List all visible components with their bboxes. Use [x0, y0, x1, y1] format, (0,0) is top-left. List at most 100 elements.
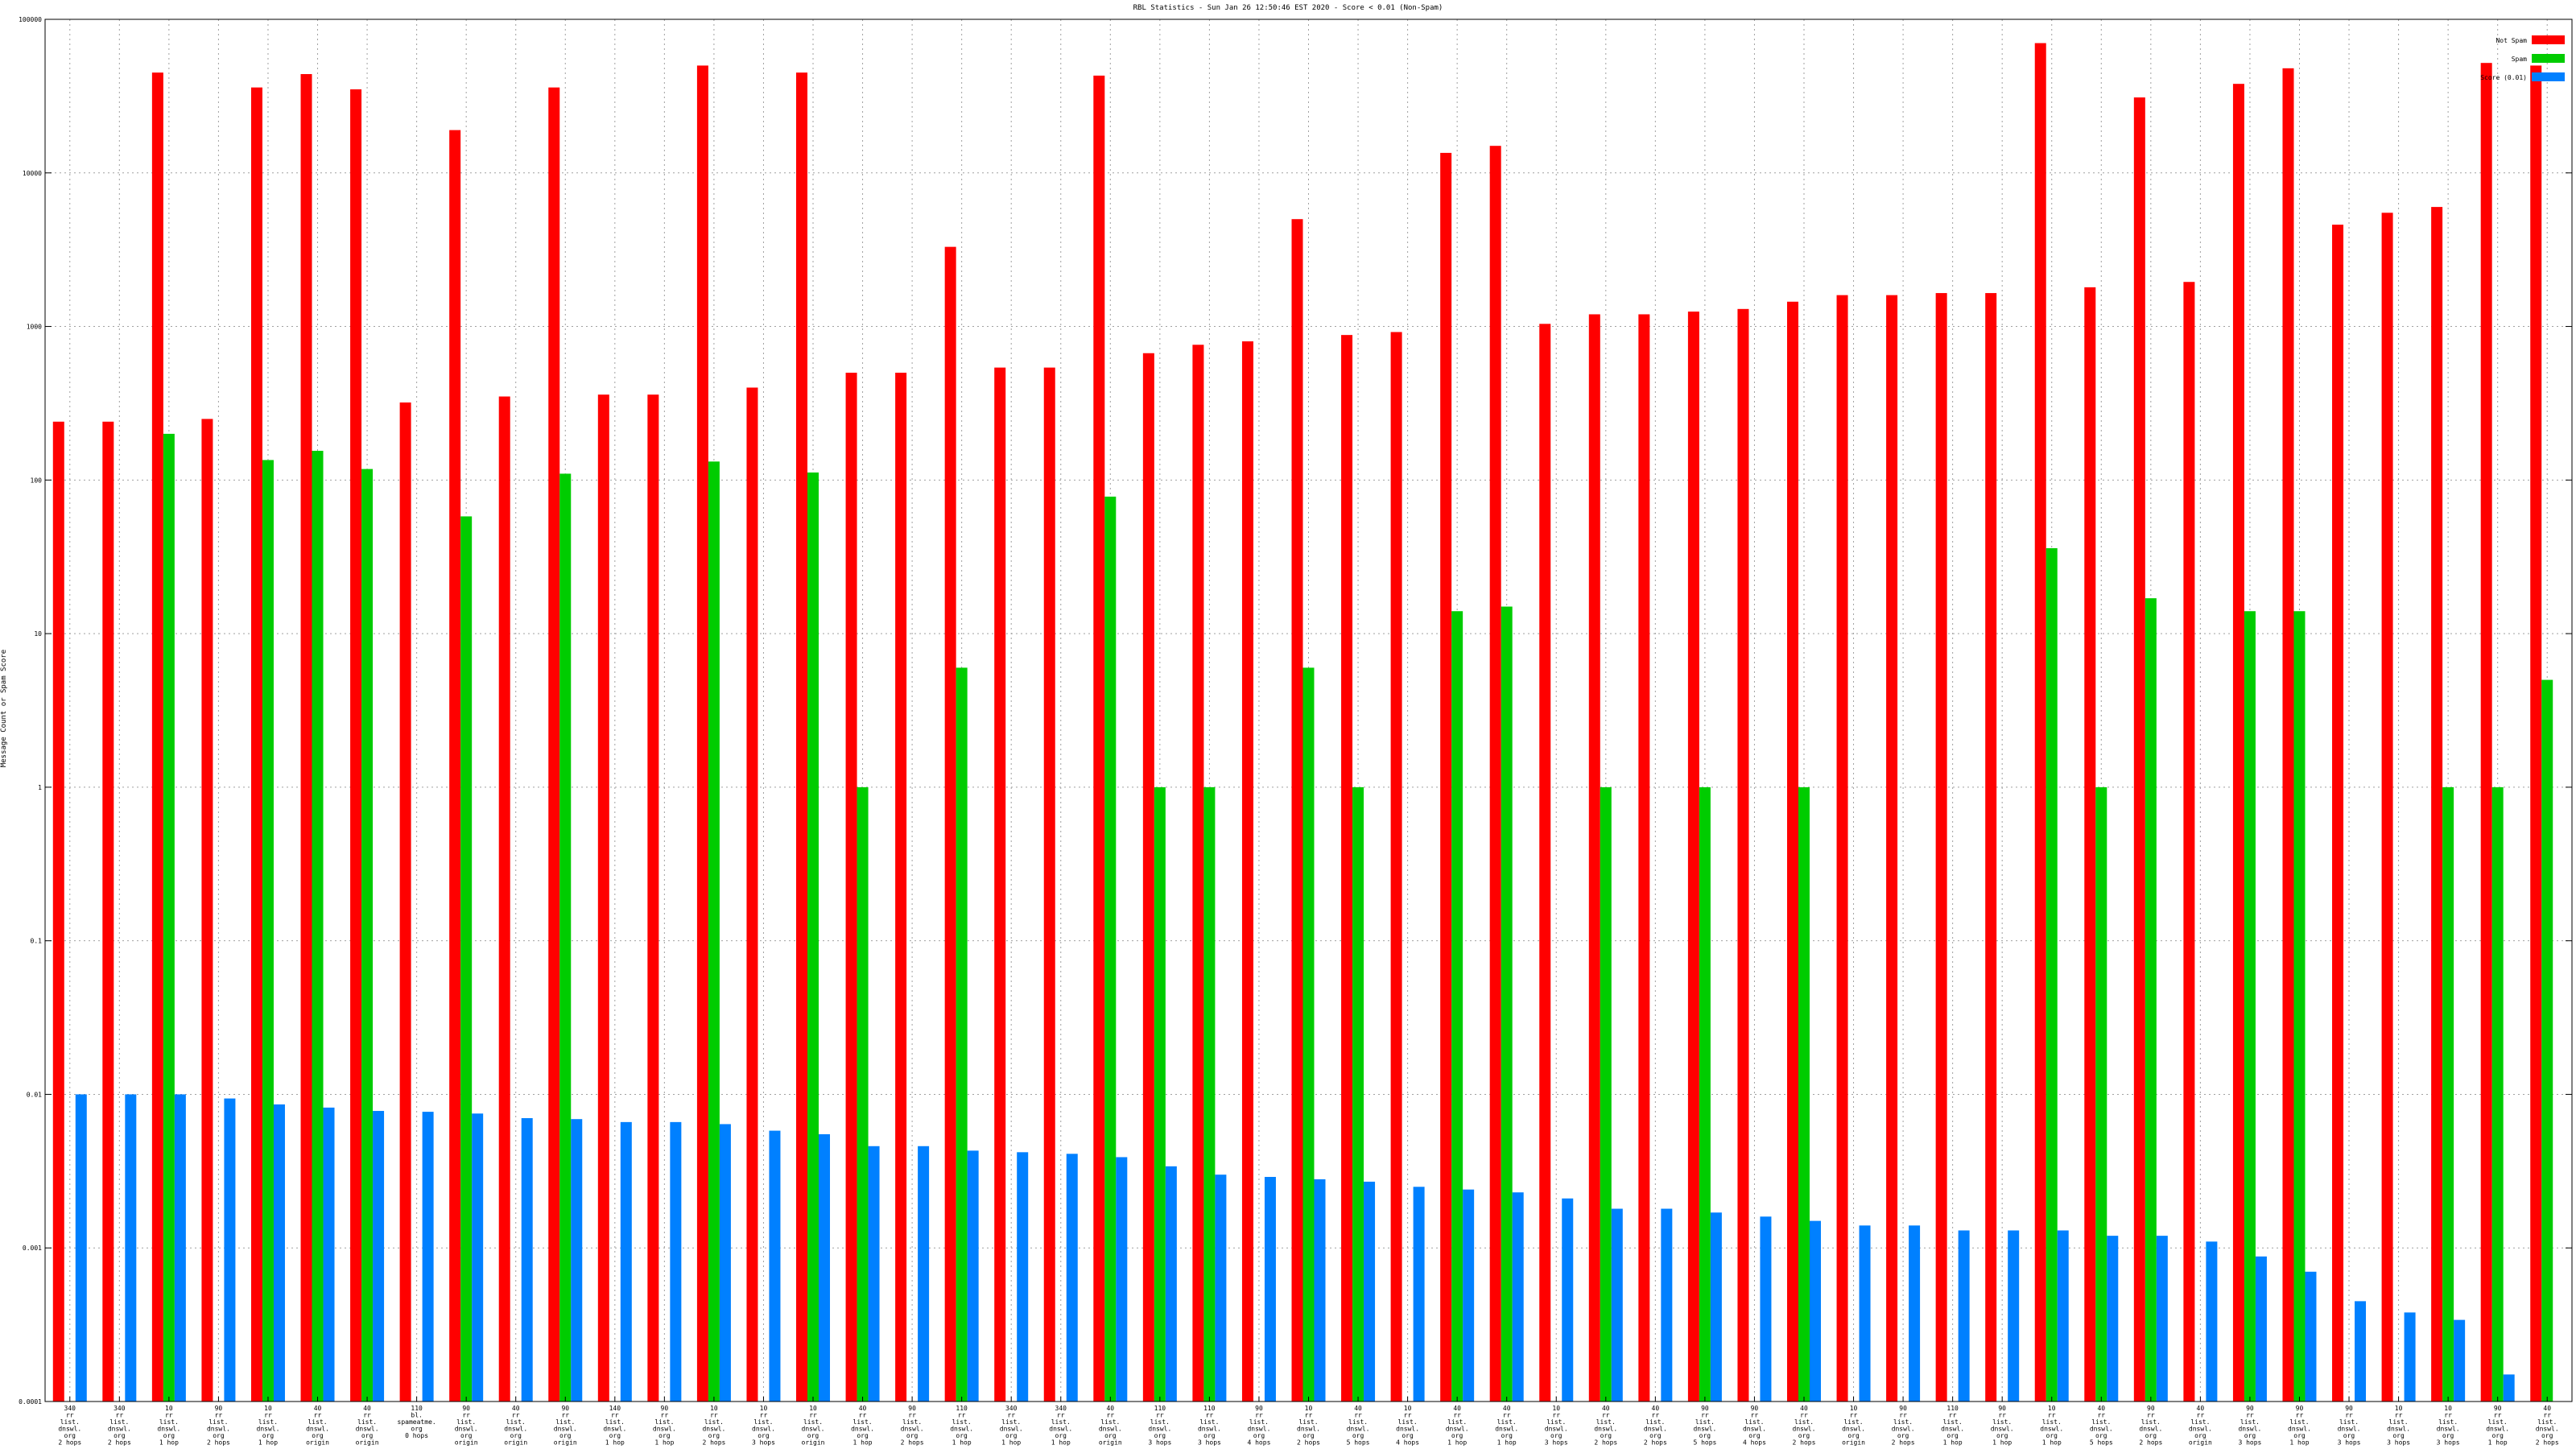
- category-label-line: list.: [2240, 1418, 2260, 1426]
- category-label-line: rr: [1998, 1412, 2006, 1419]
- category-label-line: org: [559, 1432, 572, 1439]
- category-label-line: 90: [1751, 1405, 1759, 1412]
- category-label-line: rr: [611, 1412, 619, 1419]
- bar: [2107, 1236, 2119, 1402]
- category-label-line: list.: [1893, 1418, 1913, 1426]
- bar: [361, 469, 374, 1402]
- category-label-line: 110: [1946, 1405, 1959, 1412]
- category-label-line: dnswl.: [702, 1426, 725, 1433]
- category-label-line: rr: [2296, 1412, 2304, 1419]
- category-label-line: dnswl.: [1693, 1426, 1716, 1433]
- category-label-line: list.: [2091, 1418, 2111, 1426]
- category-label-line: 4 hops: [1396, 1439, 1419, 1447]
- category-label-line: org: [906, 1432, 919, 1439]
- bar: [1886, 295, 1898, 1402]
- category-label-line: org: [1253, 1432, 1265, 1439]
- category-label-line: list.: [2488, 1418, 2508, 1426]
- category-label-line: list.: [2537, 1418, 2557, 1426]
- bar: [300, 74, 312, 1402]
- category-label-line: org: [2491, 1432, 2504, 1439]
- category-label-line: dnswl.: [356, 1426, 379, 1433]
- category-label-line: 90: [462, 1405, 470, 1412]
- category-label: 340 rr list. dnswl. org 2 hops: [58, 1405, 81, 1447]
- category-label-line: 3 hops: [1198, 1439, 1221, 1447]
- category-label-line: org: [1897, 1432, 1909, 1439]
- category-label-line: 1 hop: [654, 1439, 674, 1447]
- bar: [1786, 301, 1798, 1402]
- y-tick-label: 0.1: [31, 938, 43, 945]
- bar: [399, 402, 411, 1402]
- category-label-line: 40: [512, 1405, 520, 1412]
- category-label: 90 rr list. dnswl. org origin: [554, 1405, 577, 1447]
- bar: [1512, 1192, 1524, 1402]
- category-label-line: org: [1550, 1432, 1563, 1439]
- category-label-line: 3 hops: [1148, 1439, 1171, 1447]
- category-label-line: org: [758, 1432, 770, 1439]
- category-label-line: dnswl.: [257, 1426, 280, 1433]
- category-label: 110 rr list. dnswl. org 1 hop: [1941, 1405, 1964, 1447]
- bar: [1192, 345, 1204, 1402]
- bar: [1600, 786, 1612, 1402]
- category-label-line: origin: [455, 1439, 478, 1447]
- bar: [472, 1113, 484, 1402]
- category-label-line: dnswl.: [950, 1426, 973, 1433]
- category-label: 40 rr list. dnswl. org 1 hop: [1495, 1405, 1518, 1447]
- category-label-line: dnswl.: [2139, 1426, 2162, 1433]
- bar: [1104, 496, 1117, 1402]
- category-label-line: dnswl.: [1396, 1426, 1419, 1433]
- category-label-line: 3 hops: [2338, 1439, 2361, 1447]
- category-label-line: rr: [859, 1412, 867, 1419]
- category-label-line: org: [114, 1432, 126, 1439]
- bar: [2454, 1319, 2466, 1402]
- category-label-line: 10: [809, 1405, 817, 1412]
- category-label-line: org: [1600, 1432, 1612, 1439]
- bar: [1985, 293, 1997, 1402]
- category-label-line: dnswl.: [2288, 1426, 2311, 1433]
- category-label: 90 rr list. dnswl. org 3 hops: [2238, 1405, 2261, 1447]
- category-label: 40 rr list. dnswl. org 2 hops: [1793, 1405, 1816, 1447]
- bar: [1935, 293, 1947, 1402]
- category-label-line: list.: [1199, 1418, 1219, 1426]
- category-label-line: origin: [1842, 1439, 1865, 1447]
- category-label-line: org: [1699, 1432, 1711, 1439]
- category-label-line: org: [2392, 1432, 2405, 1439]
- category-label-line: 1 hop: [1497, 1439, 1517, 1447]
- category-label-line: dnswl.: [901, 1426, 924, 1433]
- category-label-line: rr: [1850, 1412, 1858, 1419]
- category-label-line: origin: [356, 1439, 379, 1447]
- category-label-line: list.: [2289, 1418, 2309, 1426]
- category-label-line: 10: [710, 1405, 718, 1412]
- bar: [1413, 1187, 1425, 1402]
- category-label-line: list.: [308, 1418, 327, 1426]
- category-label: 90 rr list. dnswl. org 4 hops: [1247, 1405, 1270, 1447]
- category-label-line: rr: [1899, 1412, 1907, 1419]
- category-label-line: 340: [1005, 1405, 1018, 1412]
- category-label-line: 3 hops: [1545, 1439, 1568, 1447]
- legend: Not Spam Spam Score (0.01): [2480, 35, 2565, 81]
- category-label: 40 rr list. dnswl. org origin: [1099, 1405, 1122, 1447]
- y-tick-label: 10: [34, 630, 42, 638]
- bar: [1314, 1179, 1326, 1402]
- category-label-line: org: [857, 1432, 869, 1439]
- category-label: 90 rr list. dnswl. org 1 hop: [653, 1405, 676, 1447]
- category-label: 90 rr list. dnswl. org 2 hops: [1892, 1405, 1915, 1447]
- category-label-line: 90: [661, 1405, 669, 1412]
- category-label-line: list.: [1447, 1418, 1467, 1426]
- category-label: 40 rr list. dnswl. org 1 hop: [1446, 1405, 1469, 1447]
- category-label-line: org: [1451, 1432, 1463, 1439]
- category-label-line: list.: [1001, 1418, 1021, 1426]
- category-label-line: dnswl.: [2338, 1426, 2361, 1433]
- category-label-line: rr: [512, 1412, 520, 1419]
- category-label: 10 rr list. dnswl. org 3 hops: [2387, 1405, 2410, 1447]
- bar: [1116, 1157, 1128, 1402]
- category-label-line: rr: [1007, 1412, 1015, 1419]
- bar: [323, 1107, 335, 1402]
- category-label-line: dnswl.: [2238, 1426, 2261, 1433]
- bar: [2541, 679, 2553, 1402]
- legend-label: Not Spam: [2496, 37, 2527, 44]
- category-label: 10 rr list. dnswl. org 3 hops: [1545, 1405, 1568, 1447]
- y-tick-label: 0.01: [27, 1091, 42, 1098]
- category-label-line: org: [1352, 1432, 1364, 1439]
- bar: [2057, 1230, 2069, 1402]
- category-label-line: dnswl.: [1842, 1426, 1865, 1433]
